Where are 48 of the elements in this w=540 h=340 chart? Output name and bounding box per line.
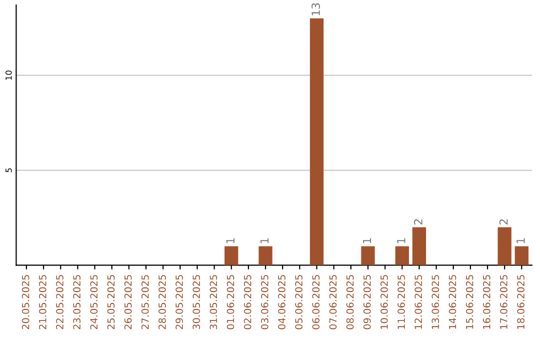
x-tick-label: 18.06.2025 (517, 275, 524, 329)
x-tick-label: 21.05.2025 (38, 275, 46, 330)
x-tick-label: 29.05.2025 (176, 275, 183, 330)
x-tick-label: 08.06.2025 (346, 275, 354, 330)
data-label: 13 (312, 3, 320, 16)
data-label: 1 (362, 238, 372, 244)
data-label: 2 (414, 219, 422, 225)
x-tick-label: 17.06.2025 (500, 275, 508, 329)
y-tick-label: 10 (6, 70, 12, 80)
x-tick-label: 26.05.2025 (124, 275, 132, 330)
bar (498, 227, 512, 266)
x-tick-label: 05.06.2025 (295, 275, 302, 330)
x-tick-label: 02.06.2025 (244, 275, 252, 330)
x-tick-label: 07.06.2025 (329, 275, 337, 330)
x-tick-label: 10.06.2025 (380, 275, 388, 329)
data-label: 1 (260, 238, 269, 244)
x-tick-label: 30.05.2025 (192, 275, 200, 330)
bar (514, 246, 528, 266)
data-label: 1 (226, 238, 234, 244)
x-tick-label: 22.05.2025 (56, 275, 64, 330)
x-tick-label: 11.06.2025 (398, 275, 405, 329)
bar (395, 246, 409, 266)
x-tick-label: 16.06.2025 (482, 275, 490, 329)
data-label: 2 (499, 219, 508, 225)
x-tick-label: 03.06.2025 (260, 275, 268, 330)
bar (412, 227, 426, 266)
y-tick-label: 5 (6, 168, 12, 172)
x-tick-label: 20.05.2025 (22, 275, 30, 330)
x-tick-label: 06.06.2025 (312, 275, 320, 330)
x-tick-label: 15.06.2025 (466, 275, 474, 329)
x-tick-label: 14.06.2025 (448, 275, 456, 329)
bar (258, 246, 272, 266)
bar (224, 246, 238, 266)
x-tick-label: 04.06.2025 (278, 275, 286, 330)
bar (361, 246, 375, 266)
data-label: 1 (516, 238, 525, 244)
x-tick-label: 13.06.2025 (432, 275, 440, 329)
x-tick-label: 28.05.2025 (158, 275, 166, 330)
data-label: 1 (397, 238, 406, 244)
x-tick-label: 24.05.2025 (90, 275, 98, 330)
bar (310, 18, 324, 266)
x-tick-label: 31.05.2025 (210, 275, 218, 330)
x-tick-label: 23.05.2025 (73, 275, 80, 330)
x-tick-label: 09.06.2025 (363, 275, 371, 330)
x-tick-label: 12.06.2025 (414, 275, 422, 329)
x-tick-label: 25.05.2025 (107, 275, 115, 330)
x-tick-label: 01.06.2025 (226, 275, 234, 330)
x-tick-label: 27.05.2025 (141, 275, 149, 330)
